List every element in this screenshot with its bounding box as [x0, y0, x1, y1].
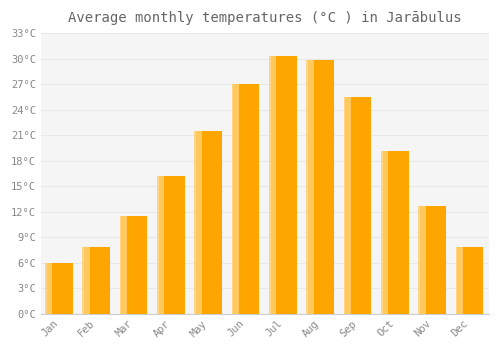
- Bar: [269, 56, 276, 314]
- Bar: [45, 263, 52, 314]
- Bar: [418, 206, 426, 314]
- Bar: [157, 176, 164, 314]
- Bar: [84, 247, 110, 314]
- Bar: [82, 247, 89, 314]
- Bar: [194, 131, 202, 314]
- Bar: [232, 84, 239, 314]
- Bar: [344, 97, 351, 314]
- Bar: [158, 176, 184, 314]
- Bar: [120, 216, 127, 314]
- Bar: [420, 206, 446, 314]
- Title: Average monthly temperatures (°C ) in Jarābulus: Average monthly temperatures (°C ) in Ja…: [68, 11, 462, 25]
- Bar: [382, 150, 408, 314]
- Bar: [233, 84, 260, 314]
- Bar: [306, 61, 314, 314]
- Bar: [46, 263, 72, 314]
- Bar: [457, 247, 483, 314]
- Bar: [196, 131, 222, 314]
- Bar: [345, 97, 372, 314]
- Bar: [121, 216, 148, 314]
- Bar: [381, 150, 388, 314]
- Bar: [270, 56, 296, 314]
- Bar: [456, 247, 463, 314]
- Bar: [308, 61, 334, 314]
